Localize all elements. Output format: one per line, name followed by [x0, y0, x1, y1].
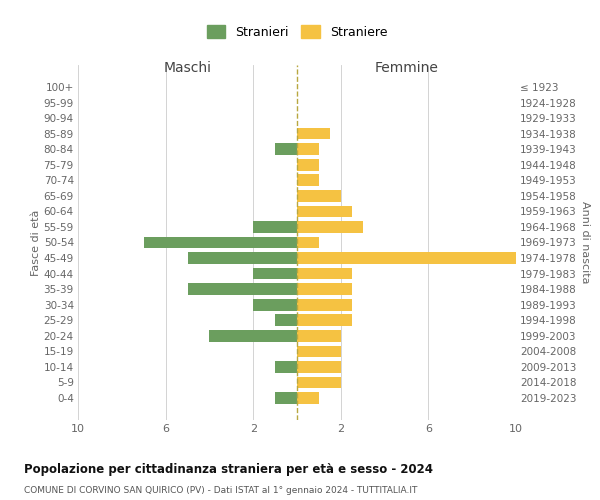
Bar	[297, 376, 341, 388]
Bar	[275, 314, 297, 326]
Text: Popolazione per cittadinanza straniera per età e sesso - 2024: Popolazione per cittadinanza straniera p…	[24, 462, 433, 475]
Bar	[275, 392, 297, 404]
Bar	[297, 268, 352, 280]
Bar	[297, 252, 516, 264]
Bar	[297, 330, 341, 342]
Bar	[297, 299, 352, 310]
Text: Maschi: Maschi	[163, 60, 212, 74]
Bar	[297, 190, 341, 202]
Y-axis label: Anni di nascita: Anni di nascita	[580, 201, 590, 284]
Bar	[144, 236, 297, 248]
Bar	[297, 174, 319, 186]
Bar	[275, 361, 297, 373]
Bar	[297, 314, 352, 326]
Bar	[209, 330, 297, 342]
Bar	[297, 206, 352, 217]
Bar	[297, 144, 319, 155]
Legend: Stranieri, Straniere: Stranieri, Straniere	[203, 22, 391, 42]
Bar	[297, 128, 330, 140]
Y-axis label: Fasce di età: Fasce di età	[31, 210, 41, 276]
Bar	[297, 236, 319, 248]
Text: Femmine: Femmine	[374, 60, 439, 74]
Bar	[297, 159, 319, 170]
Bar	[297, 221, 362, 233]
Bar	[297, 392, 319, 404]
Bar	[297, 346, 341, 357]
Bar	[253, 299, 297, 310]
Bar	[297, 361, 341, 373]
Bar	[187, 252, 297, 264]
Bar	[253, 268, 297, 280]
Text: COMUNE DI CORVINO SAN QUIRICO (PV) - Dati ISTAT al 1° gennaio 2024 - TUTTITALIA.: COMUNE DI CORVINO SAN QUIRICO (PV) - Dat…	[24, 486, 418, 495]
Bar	[253, 221, 297, 233]
Bar	[187, 284, 297, 295]
Bar	[297, 284, 352, 295]
Bar	[275, 144, 297, 155]
